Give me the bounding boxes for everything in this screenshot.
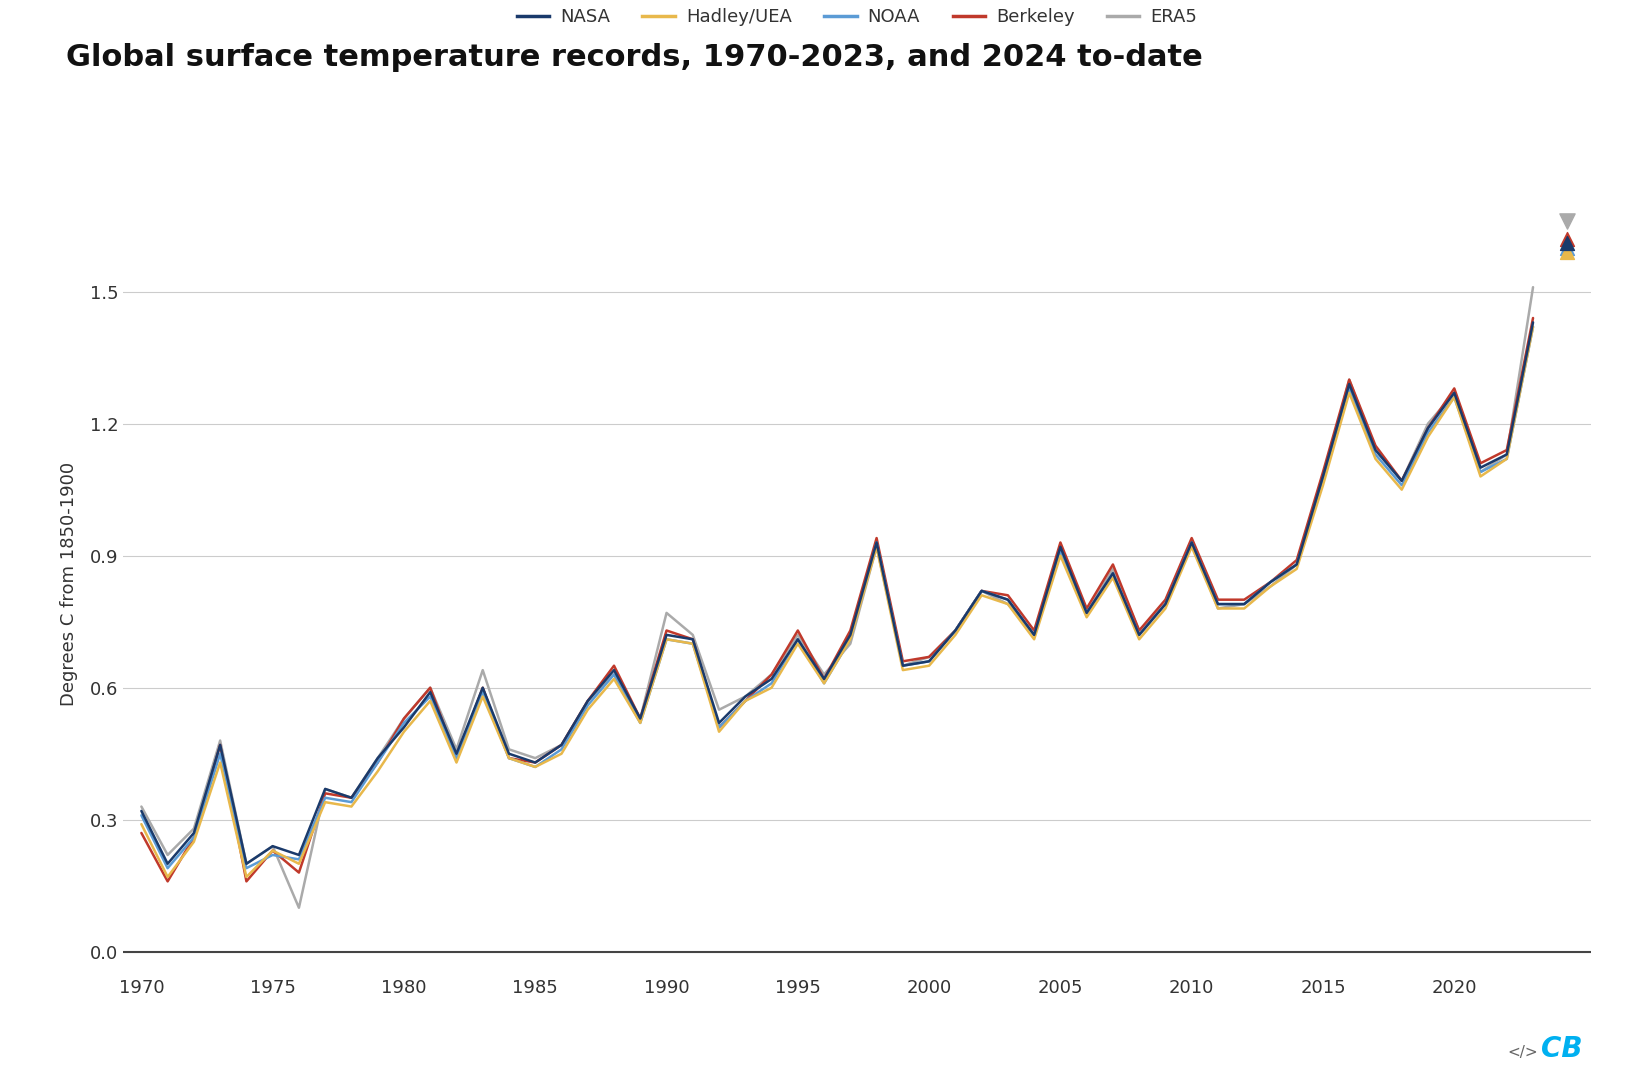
Point [1554, 230, 1580, 248]
Point [1554, 243, 1580, 261]
Text: </>: </> [1506, 1045, 1537, 1060]
Y-axis label: Degrees C from 1850-1900: Degrees C from 1850-1900 [61, 462, 79, 707]
Text: Global surface temperature records, 1970-2023, and 2024 to-date: Global surface temperature records, 1970… [66, 43, 1201, 72]
Legend: NASA, Hadley/UEA, NOAA, Berkeley, ERA5: NASA, Hadley/UEA, NOAA, Berkeley, ERA5 [510, 1, 1203, 34]
Point [1554, 235, 1580, 252]
Text: CB: CB [1541, 1034, 1582, 1063]
Point [1554, 212, 1580, 229]
Point [1554, 239, 1580, 256]
